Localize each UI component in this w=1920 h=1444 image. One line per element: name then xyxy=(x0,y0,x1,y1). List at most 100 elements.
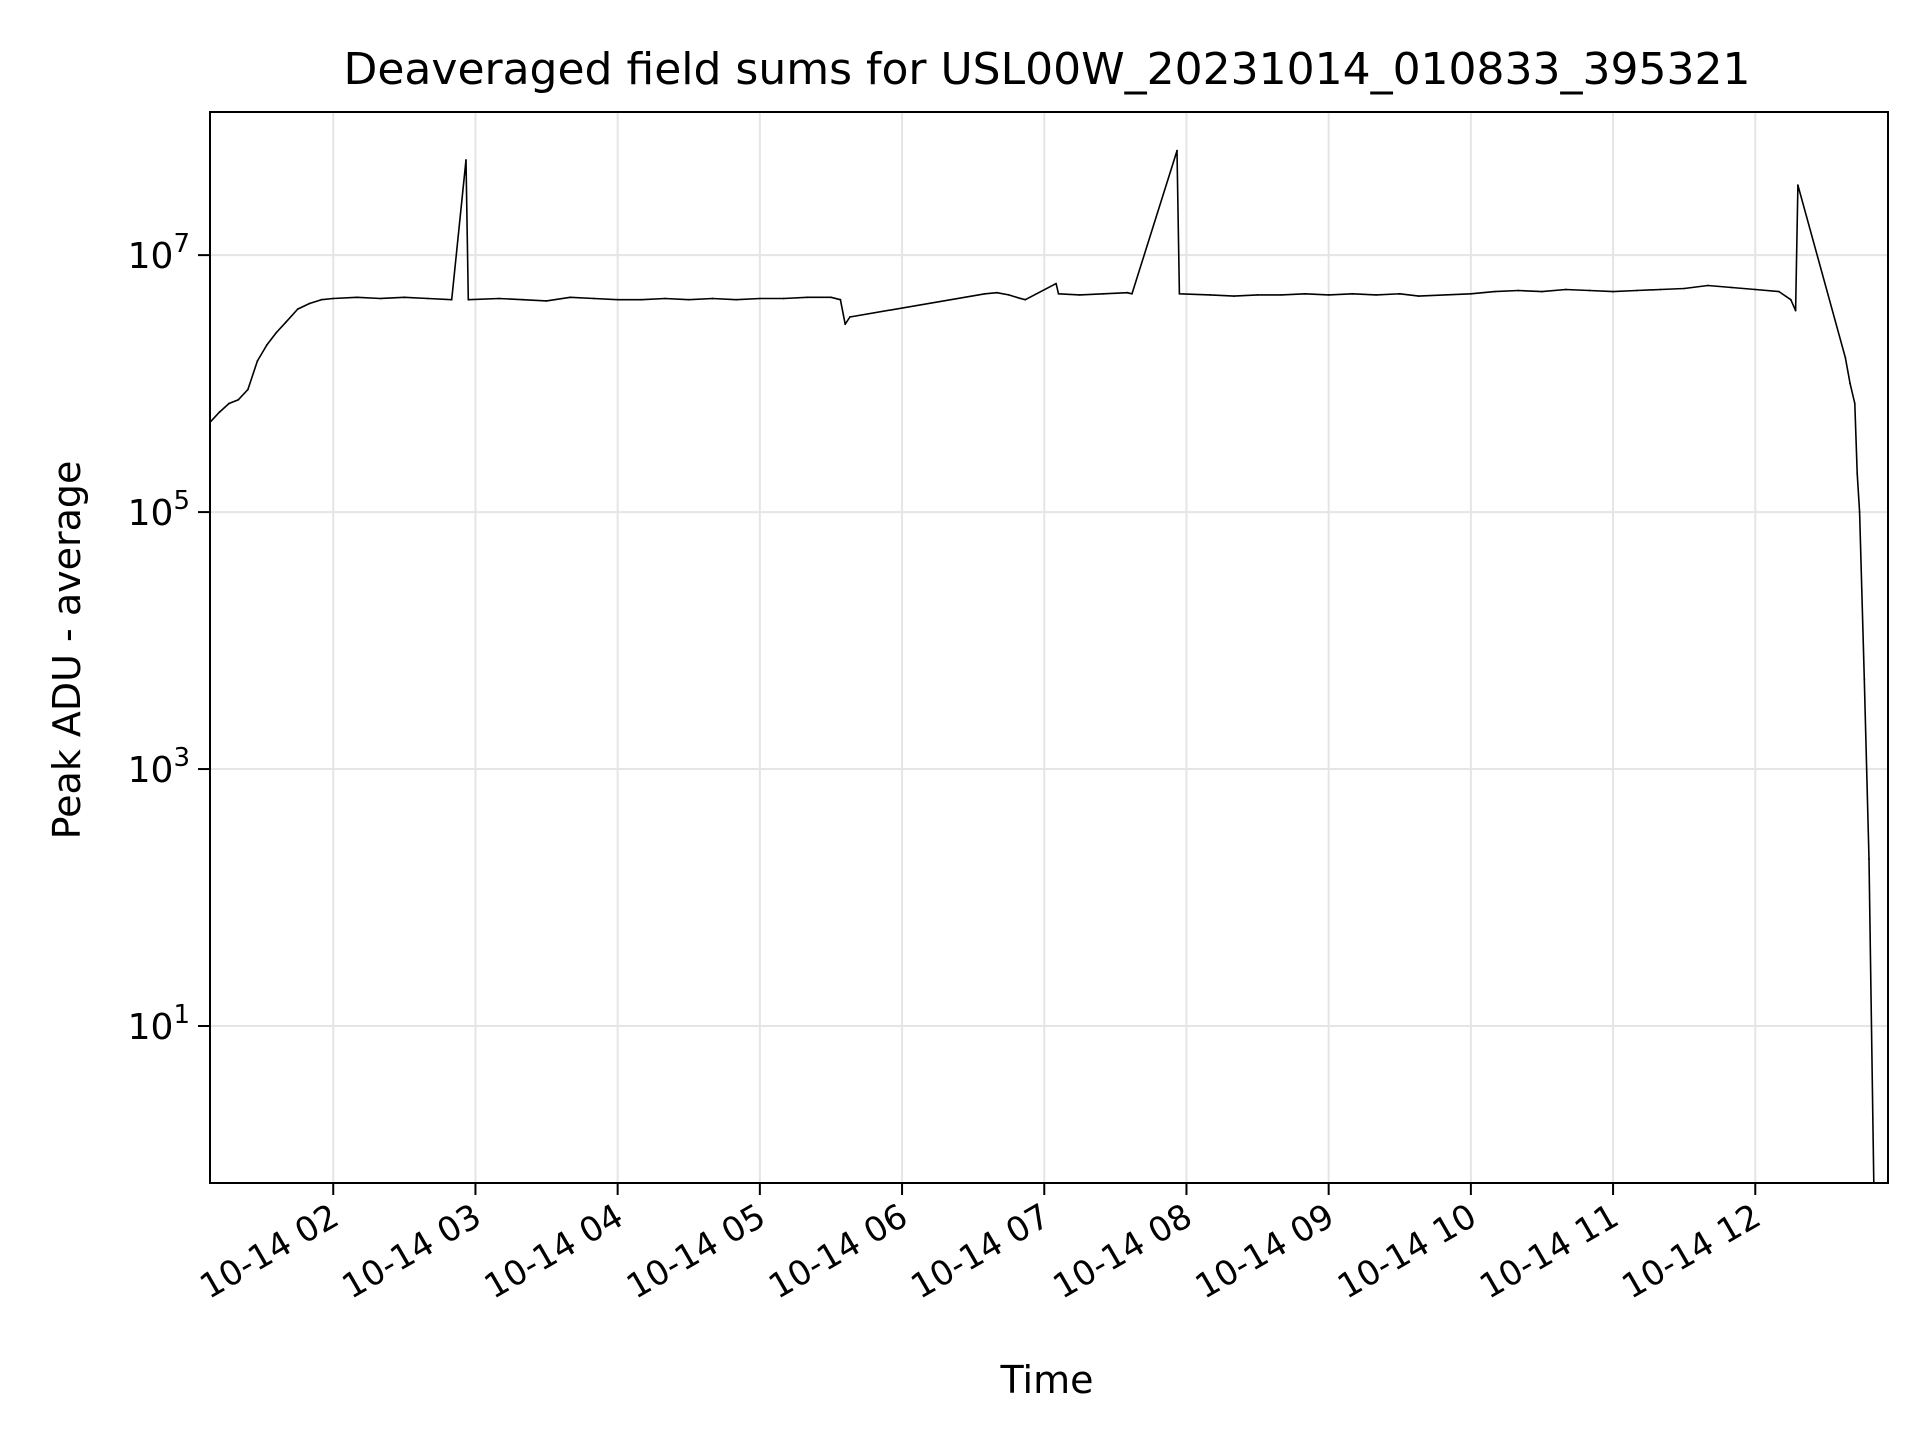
data-point xyxy=(640,298,643,301)
data-point xyxy=(1730,286,1733,289)
y-tick-label-base: 10 xyxy=(128,1007,174,1048)
data-point xyxy=(1126,291,1129,294)
data-point xyxy=(1493,290,1496,293)
data-point xyxy=(356,296,358,299)
data-point xyxy=(498,297,500,300)
data-point xyxy=(1564,288,1567,291)
data-point xyxy=(1858,511,1861,513)
data-point xyxy=(839,298,842,301)
grid-layer xyxy=(210,112,1888,1183)
data-point xyxy=(1078,294,1081,296)
data-point xyxy=(1351,292,1354,295)
data-point xyxy=(379,297,382,300)
data-point xyxy=(664,297,666,300)
data-point xyxy=(1707,284,1709,287)
y-tick-label-base: 10 xyxy=(128,236,174,277)
data-point xyxy=(1007,294,1010,296)
data-point xyxy=(996,291,998,294)
data-point xyxy=(237,398,240,401)
data-point xyxy=(320,298,323,301)
data-point xyxy=(465,159,467,161)
data-point xyxy=(1417,295,1420,297)
data-point xyxy=(984,292,986,295)
y-tick-label: 101 xyxy=(128,1000,190,1048)
data-point xyxy=(1853,402,1856,405)
y-tick-label-base: 10 xyxy=(128,750,174,791)
data-point xyxy=(308,302,311,305)
data-point xyxy=(266,344,268,346)
data-point xyxy=(296,308,299,310)
data-point xyxy=(759,297,761,300)
data-point xyxy=(844,323,847,326)
data-point xyxy=(1470,292,1472,295)
data-point xyxy=(806,296,809,299)
data-point xyxy=(1209,294,1212,296)
data-point xyxy=(1055,282,1057,285)
data-point xyxy=(1797,184,1799,187)
data-point xyxy=(1176,149,1178,152)
data-point xyxy=(735,298,738,301)
y-tick-label-exponent: 7 xyxy=(173,229,190,259)
data-point xyxy=(711,297,714,300)
data-point xyxy=(275,331,278,334)
data-point xyxy=(1635,289,1638,292)
y-tick-label-exponent: 3 xyxy=(173,743,190,773)
series-line xyxy=(209,149,1875,1184)
x-axis-label: Time xyxy=(1000,1358,1094,1402)
data-point xyxy=(1024,298,1027,301)
data-point xyxy=(1541,290,1543,293)
data-point xyxy=(1178,292,1181,295)
data-point xyxy=(849,316,851,318)
data-point xyxy=(1659,288,1662,291)
data-point xyxy=(1057,292,1060,295)
data-point xyxy=(593,297,595,300)
data-point xyxy=(450,298,453,301)
data-point xyxy=(332,297,335,300)
data-point xyxy=(247,388,249,391)
data-point xyxy=(1844,356,1847,359)
data-point xyxy=(1233,295,1235,297)
data-point xyxy=(403,296,406,299)
data-point xyxy=(1131,292,1133,295)
data-point xyxy=(1304,292,1306,295)
data-point xyxy=(1102,292,1105,295)
data-point xyxy=(1375,294,1377,296)
y-tick-label-exponent: 5 xyxy=(173,486,190,516)
data-point xyxy=(1256,294,1259,296)
y-axis-label: Peak ADU - average xyxy=(45,461,89,840)
data-point xyxy=(284,321,287,324)
data-point xyxy=(1863,678,1866,681)
data-point xyxy=(1327,294,1330,296)
data-point xyxy=(467,298,470,301)
data-point xyxy=(569,296,572,299)
data-point xyxy=(521,298,524,301)
data-point xyxy=(1588,289,1591,292)
data-point xyxy=(218,411,221,413)
data-point xyxy=(1683,287,1686,290)
data-point xyxy=(228,402,230,405)
chart-title: Deaveraged field sums for USL00W_2023101… xyxy=(343,44,1750,95)
data-point xyxy=(830,296,832,299)
series-layer xyxy=(209,149,1875,1184)
y-tick-label-exponent: 1 xyxy=(173,1000,190,1030)
data-point xyxy=(1019,297,1022,300)
data-point xyxy=(687,298,690,301)
data-point xyxy=(1398,292,1401,295)
data-point xyxy=(427,297,429,300)
data-point xyxy=(1789,298,1792,301)
data-point xyxy=(1868,858,1870,860)
data-point xyxy=(782,297,785,300)
y-tick-label: 103 xyxy=(128,743,190,791)
data-point xyxy=(1849,382,1851,385)
plot-frame xyxy=(209,111,1889,1184)
data-point xyxy=(545,300,548,302)
data-point xyxy=(1778,290,1780,293)
data-point xyxy=(1612,290,1614,293)
data-point xyxy=(1794,309,1797,312)
data-point xyxy=(1856,472,1859,475)
data-point xyxy=(1754,288,1757,291)
data-point xyxy=(256,360,259,362)
